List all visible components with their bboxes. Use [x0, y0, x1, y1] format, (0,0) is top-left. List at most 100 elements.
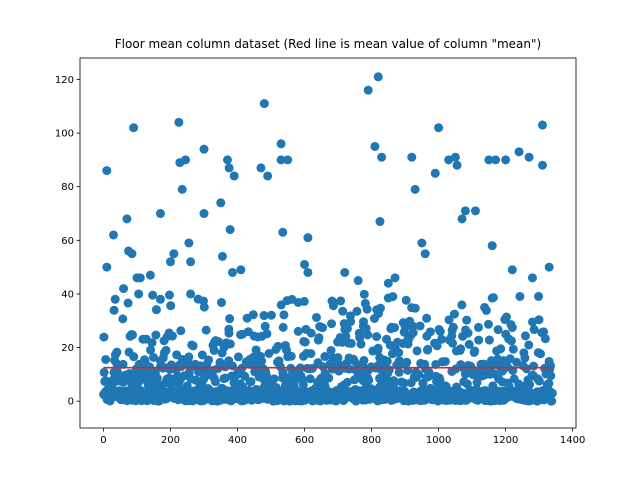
data-point	[246, 377, 256, 387]
data-point	[359, 289, 369, 299]
x-axis: 0 200 400 600 800 1000 1200 1400	[100, 428, 585, 446]
data-point	[435, 327, 445, 337]
data-point	[448, 322, 458, 332]
data-point	[122, 214, 132, 224]
data-point	[401, 295, 411, 305]
data-point	[537, 160, 547, 170]
data-point	[197, 350, 207, 360]
data-point	[346, 317, 356, 327]
data-point	[501, 312, 511, 322]
data-point	[314, 333, 324, 343]
data-point	[534, 291, 544, 301]
data-point	[155, 209, 165, 219]
data-point	[346, 338, 356, 348]
data-point	[408, 321, 418, 331]
data-point	[525, 380, 535, 390]
data-point	[507, 323, 517, 333]
data-point	[514, 147, 524, 157]
data-point	[540, 334, 550, 344]
data-point	[146, 345, 156, 355]
data-point	[470, 346, 480, 356]
data-point	[152, 373, 162, 383]
data-point	[266, 310, 276, 320]
data-point	[336, 296, 346, 306]
data-point	[300, 337, 310, 347]
data-point	[251, 345, 261, 355]
y-tick-label: 100	[55, 129, 74, 140]
data-point	[463, 328, 473, 338]
data-point	[145, 270, 155, 280]
data-point	[472, 377, 482, 387]
data-point	[432, 341, 442, 351]
data-point	[101, 354, 111, 364]
data-point	[135, 273, 145, 283]
data-point	[129, 352, 139, 362]
data-point	[370, 141, 380, 151]
data-point	[449, 309, 459, 319]
x-tick-label: 1000	[426, 435, 451, 446]
data-point	[425, 327, 435, 337]
data-point	[375, 303, 385, 313]
data-point	[262, 329, 272, 339]
data-point	[209, 346, 219, 355]
data-point	[493, 325, 503, 335]
data-point	[199, 209, 209, 219]
data-point	[448, 338, 458, 348]
data-point	[299, 296, 309, 306]
data-point	[186, 289, 196, 299]
data-point	[524, 152, 534, 162]
data-point	[522, 364, 532, 374]
data-point	[278, 227, 288, 237]
data-point	[506, 336, 516, 346]
y-axis: 0 20 40 60 80 100 120	[55, 75, 80, 408]
y-tick-label: 80	[61, 182, 74, 193]
data-point	[544, 378, 554, 388]
data-point	[372, 332, 382, 342]
data-point	[414, 369, 424, 379]
data-point	[229, 171, 239, 181]
data-point	[384, 365, 394, 375]
data-point	[326, 345, 336, 355]
data-point	[204, 355, 214, 365]
data-point	[110, 294, 120, 304]
data-point	[224, 328, 234, 338]
data-point	[118, 359, 128, 369]
data-point	[148, 352, 158, 362]
data-point	[515, 291, 525, 301]
data-point	[394, 367, 404, 377]
data-point	[109, 305, 119, 315]
data-point	[520, 331, 530, 341]
data-point	[283, 155, 293, 165]
data-point	[199, 144, 209, 154]
data-point	[435, 375, 445, 385]
data-point	[507, 265, 517, 275]
data-point	[99, 367, 109, 377]
data-point	[273, 341, 283, 351]
data-point	[408, 328, 418, 338]
data-point	[129, 123, 139, 133]
data-point	[359, 355, 369, 365]
data-point	[383, 278, 393, 288]
y-tick-label: 40	[61, 289, 74, 300]
data-point	[225, 339, 235, 349]
data-point	[225, 225, 235, 235]
data-point	[462, 315, 472, 325]
data-point	[457, 214, 467, 224]
data-point	[547, 388, 557, 398]
data-point	[112, 347, 122, 357]
data-point	[373, 343, 383, 353]
y-tick-label: 120	[55, 75, 74, 86]
data-point	[236, 265, 246, 275]
data-point	[286, 351, 296, 361]
data-point	[394, 348, 404, 358]
data-point	[484, 155, 494, 165]
data-point	[248, 310, 258, 320]
data-point	[276, 155, 286, 165]
data-point	[452, 160, 462, 170]
data-point	[166, 301, 176, 311]
x-tick-label: 400	[228, 435, 247, 446]
data-point	[534, 376, 544, 386]
data-point	[470, 206, 480, 216]
data-point	[217, 251, 227, 261]
